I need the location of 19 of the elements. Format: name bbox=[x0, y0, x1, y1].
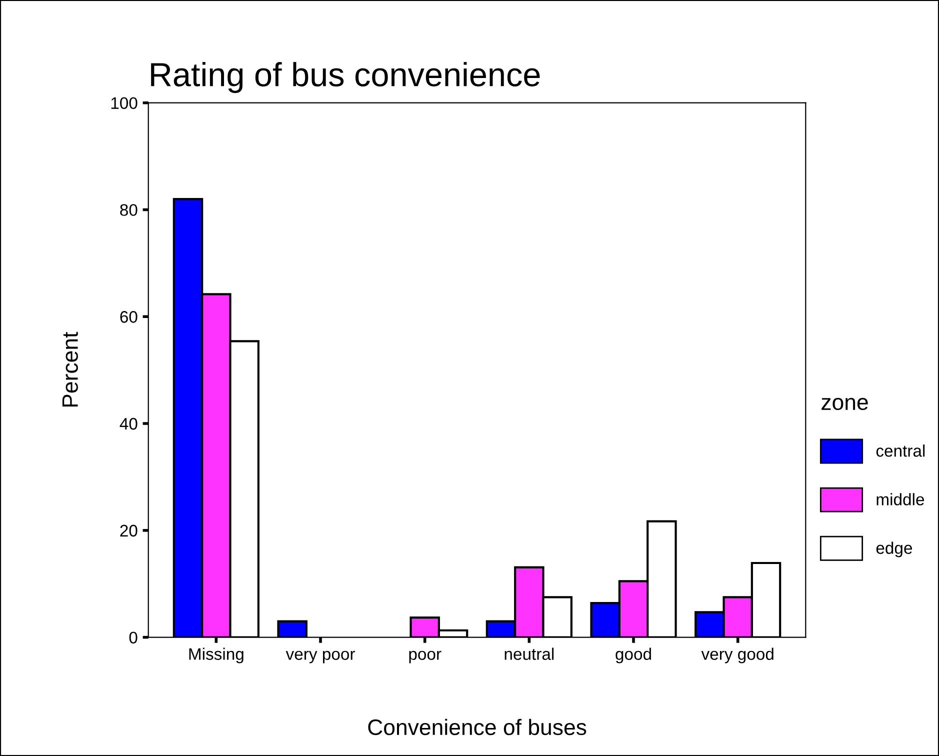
y-axis-title: Percent bbox=[62, 332, 78, 407]
y-tick-label: 80 bbox=[120, 204, 138, 216]
x-tick-label: Missing bbox=[189, 648, 244, 664]
legend-title: zone bbox=[822, 398, 868, 410]
y-tick-label: 20 bbox=[120, 524, 138, 537]
chart-title: Rating of bus convenience bbox=[151, 62, 540, 94]
x-tick-label: good bbox=[616, 648, 651, 664]
legend-label: edge bbox=[876, 542, 912, 558]
x-tick-label: poor bbox=[409, 650, 442, 664]
y-tick-label: 0 bbox=[129, 632, 138, 644]
y-tick-label: 100 bbox=[111, 97, 138, 110]
legend-label: central bbox=[876, 444, 925, 457]
x-tick-label: very poor bbox=[286, 650, 355, 664]
x-axis-title: Convenience of buses bbox=[368, 718, 586, 736]
legend-label: middle bbox=[876, 493, 924, 506]
x-tick-label: neutral bbox=[504, 648, 554, 660]
x-tick-label: very good bbox=[701, 648, 774, 664]
y-tick-label: 60 bbox=[120, 311, 138, 323]
y-tick-label: 40 bbox=[120, 418, 138, 430]
